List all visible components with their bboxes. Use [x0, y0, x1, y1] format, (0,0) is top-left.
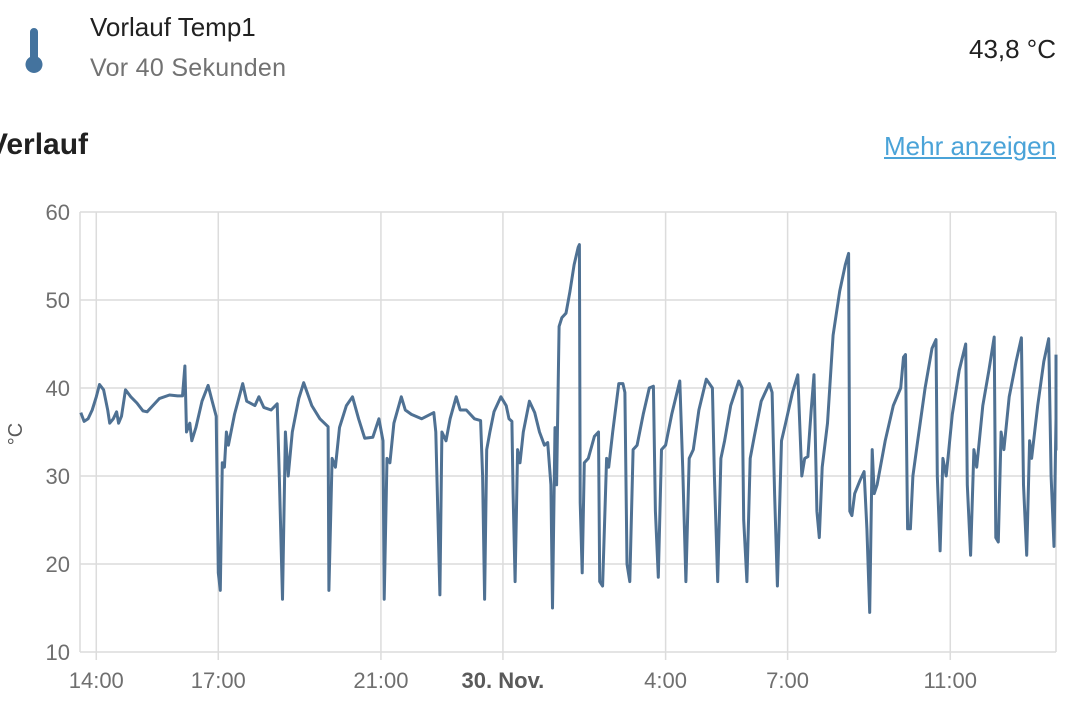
- y-tick-label: 20: [46, 552, 70, 577]
- y-tick-label: 10: [46, 640, 70, 665]
- history-chart[interactable]: 60 50 40 30 20 10 14:00 17:00 21:00 30. Nov. 4:00…: [0, 190, 1076, 714]
- y-axis-labels: 60 50 40 30 20 10: [46, 200, 70, 665]
- history-title: Verlauf: [0, 128, 89, 161]
- series-line: [79, 243, 1058, 614]
- x-axis-labels: 14:00 17:00 21:00 30. Nov. 4:00 7:00 11:00: [69, 668, 977, 693]
- entity-row[interactable]: Vorlauf Temp1 Vor 40 Sekunden 43,8 °C: [0, 0, 1076, 100]
- x-tick-label: 4:00: [644, 668, 687, 693]
- thermometer-shape: [25, 28, 43, 73]
- y-axis-title: °C: [5, 423, 27, 445]
- thermometer-icon: [25, 28, 43, 73]
- last-changed: Vor 40 Sekunden: [90, 54, 287, 82]
- y-tick-label: 40: [46, 376, 70, 401]
- x-tick-label: 17:00: [191, 668, 246, 693]
- x-tick-label: 7:00: [766, 668, 809, 693]
- entity-name: Vorlauf Temp1: [90, 12, 256, 42]
- entity-state: 43,8 °C: [968, 34, 1056, 64]
- y-tick-label: 60: [46, 200, 70, 225]
- x-tick-label: 14:00: [69, 668, 124, 693]
- x-tick-label: 21:00: [353, 668, 408, 693]
- y-tick-label: 50: [46, 288, 70, 313]
- x-tick-label: 30. Nov.: [462, 668, 545, 693]
- x-tick-label: 11:00: [924, 668, 977, 693]
- more-link[interactable]: Mehr anzeigen: [884, 131, 1056, 161]
- y-tick-label: 30: [46, 464, 70, 489]
